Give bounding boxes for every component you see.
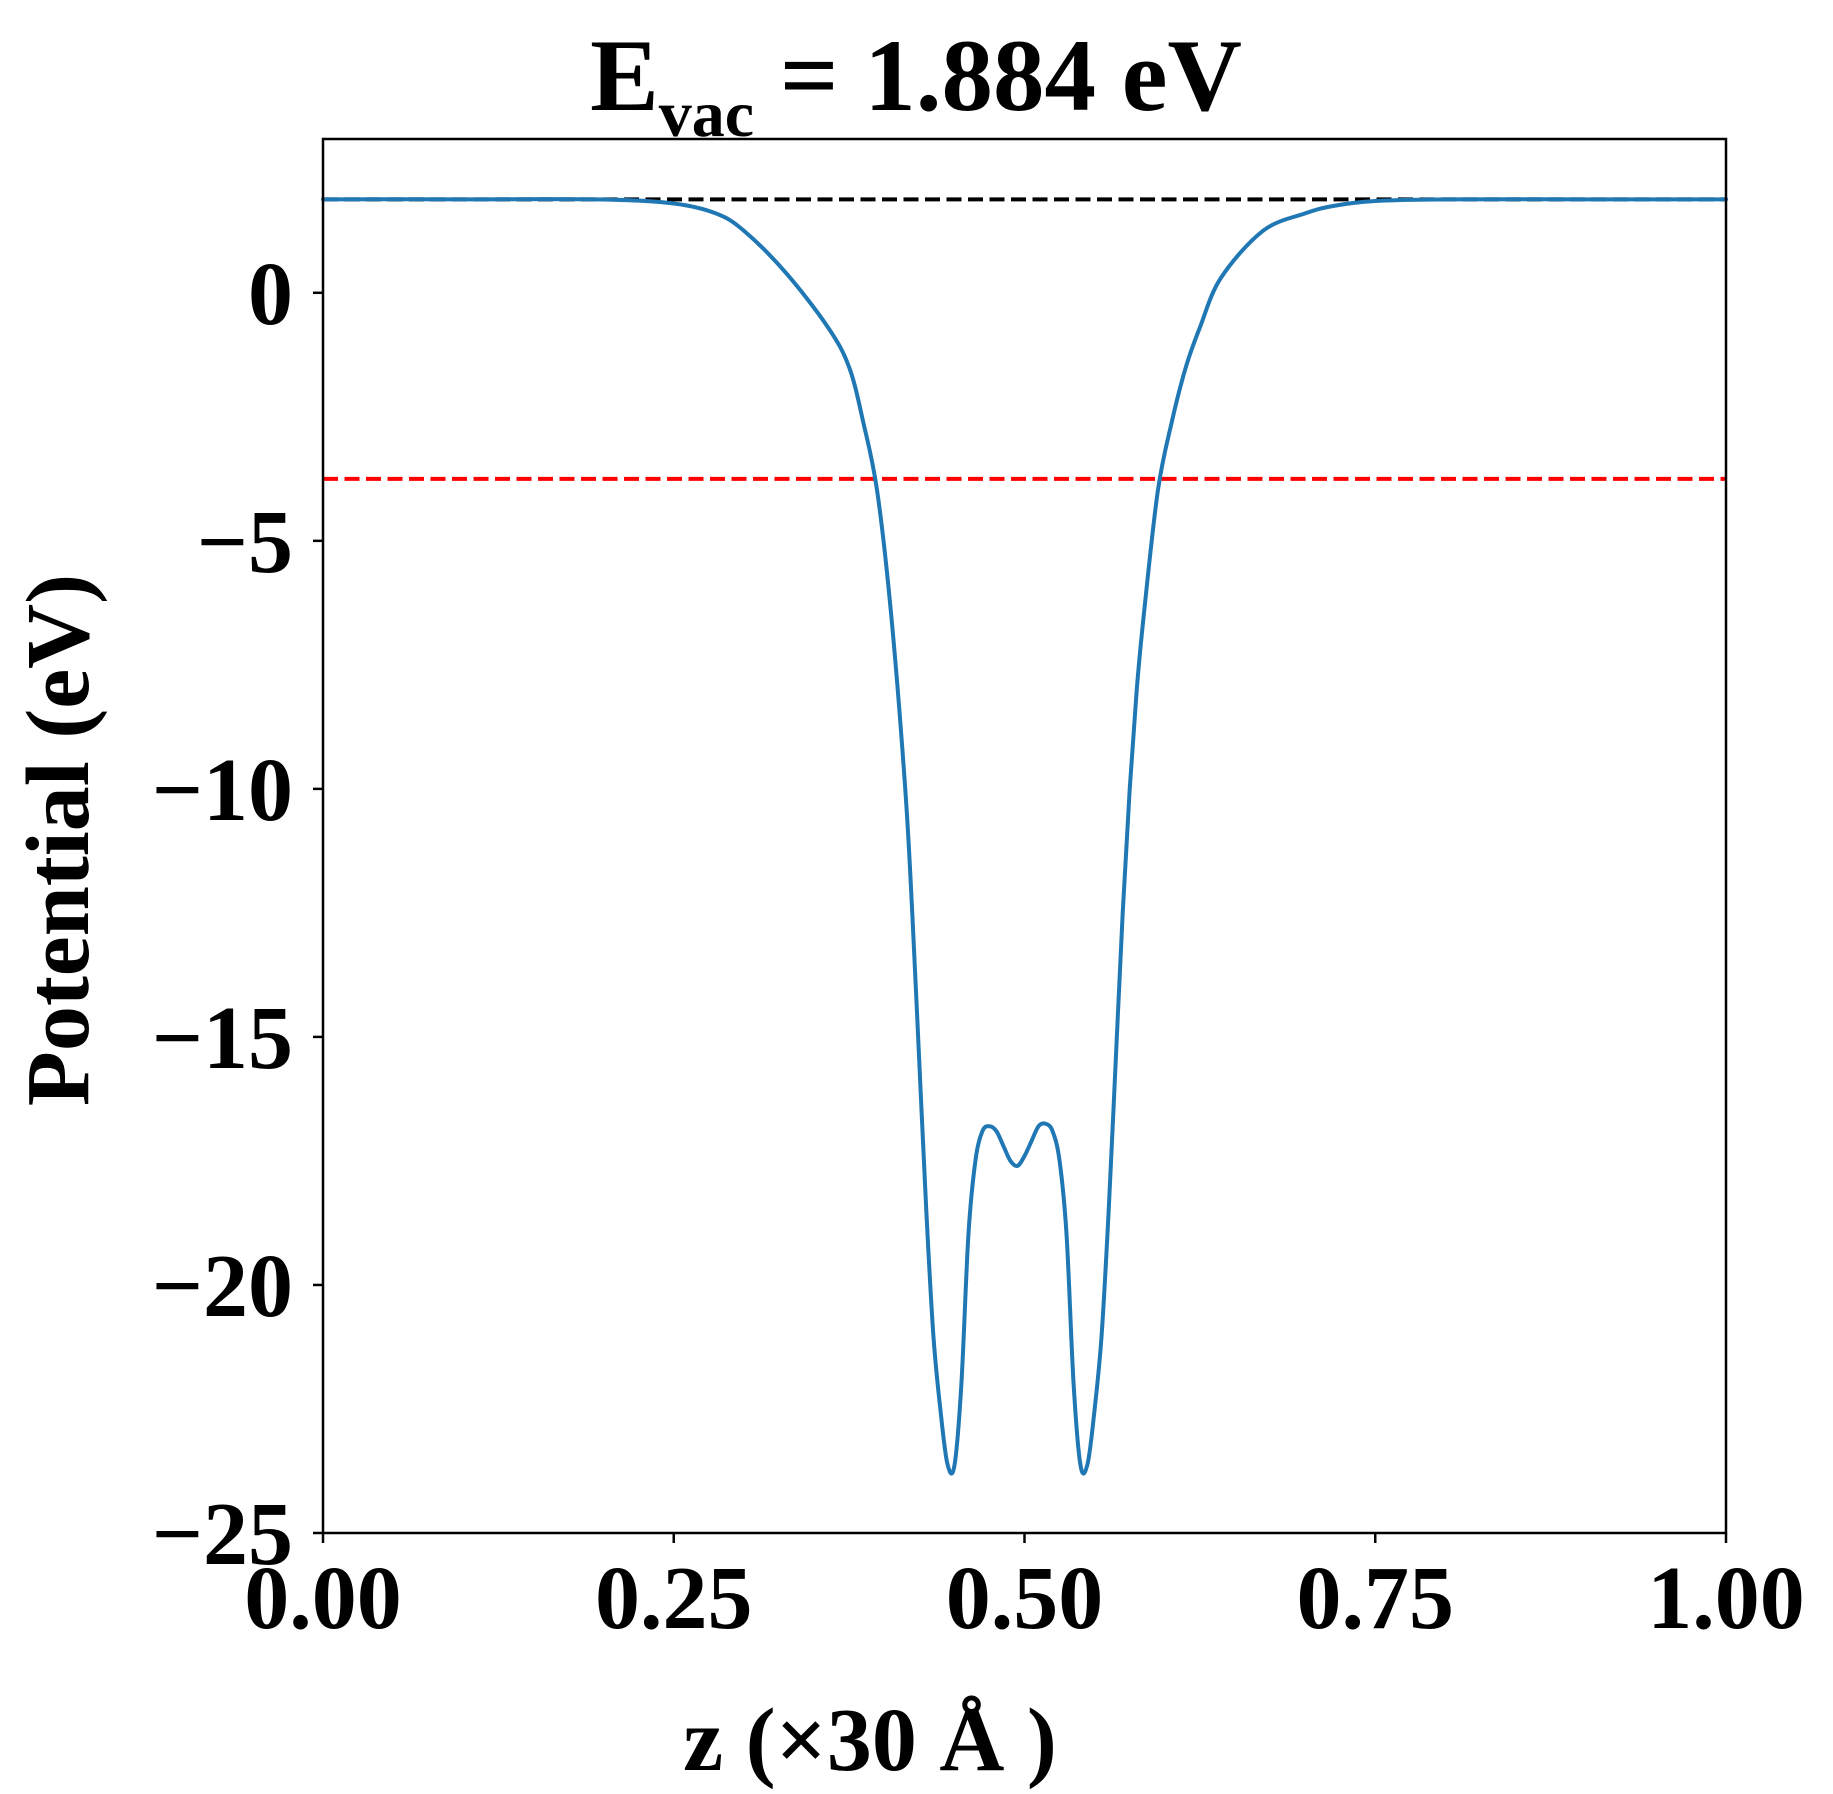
y-tick-label: −15 [152,989,293,1088]
x-tick-label: 0.25 [595,1549,753,1648]
chart-title: Evac = 1.884 eV [590,19,1242,151]
series-line-0 [321,197,1728,1476]
y-tick-label: −25 [152,1485,293,1584]
reference-lines [323,197,1726,481]
y-tick-label: −20 [152,1237,293,1336]
x-axis-label: z (×30 Å ) [683,1691,1057,1790]
y-tick-label: −5 [197,493,293,592]
y-axis-ticks: 0 −5 −10 −15 −20 −25 [152,245,323,1584]
x-tick-label: 0.00 [244,1549,402,1648]
plot-frame [321,137,1728,1535]
y-axis-label: Potential (eV) [9,574,108,1106]
x-tick-label: 1.00 [1647,1549,1805,1648]
y-tick-label: 0 [248,245,293,344]
x-tick-label: 0.50 [946,1549,1104,1648]
x-tick-label: 0.75 [1297,1549,1455,1648]
x-axis-ticks: 0.00 0.25 0.50 0.75 1.00 [244,1533,1805,1648]
y-tick-label: −10 [152,741,293,840]
series-lines [321,197,1728,1476]
